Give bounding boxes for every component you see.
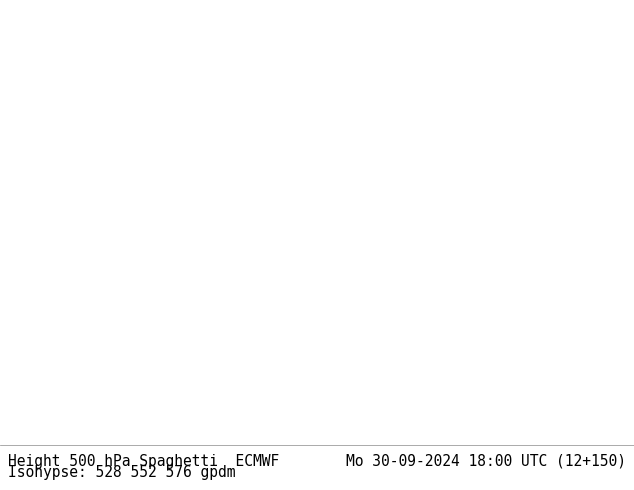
Text: Mo 30-09-2024 18:00 UTC (12+150): Mo 30-09-2024 18:00 UTC (12+150): [346, 454, 626, 469]
Text: Isohypse: 528 552 576 gpdm: Isohypse: 528 552 576 gpdm: [8, 465, 235, 480]
Text: Height 500 hPa Spaghetti  ECMWF: Height 500 hPa Spaghetti ECMWF: [8, 454, 279, 469]
